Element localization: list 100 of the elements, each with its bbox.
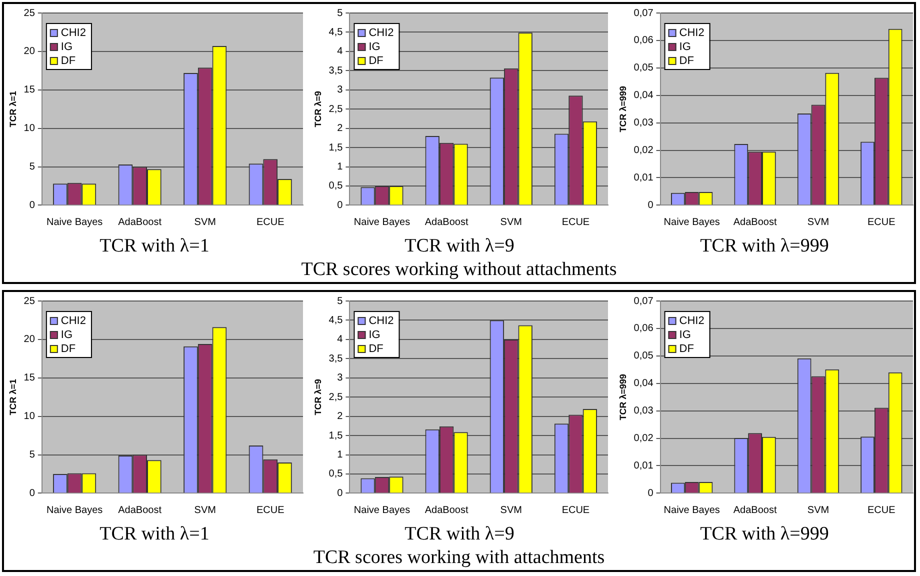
y-tick-label: 3 xyxy=(337,84,344,96)
text: TCR with λ=999 xyxy=(700,524,829,545)
y-tick-label: 15 xyxy=(24,372,36,384)
x-tick-label: ECUE xyxy=(256,504,285,516)
y-tick-label: 20 xyxy=(24,334,36,346)
y-tick-label: 0 xyxy=(648,488,654,499)
y-tick-label: 3,5 xyxy=(328,353,344,364)
x-tick-label: AdaBoost xyxy=(733,504,777,516)
y-tick-label: 4 xyxy=(337,334,344,346)
legend-label: IG xyxy=(60,329,73,342)
y-tick-label: 2,5 xyxy=(328,104,344,115)
y-tick-label: 2 xyxy=(337,123,344,134)
x-tick-label: SVM xyxy=(500,216,522,228)
y-tick-label: 2 xyxy=(337,411,344,422)
x-tick-label: SVM xyxy=(500,504,522,516)
x-tick-label: ECUE xyxy=(868,504,896,516)
y-tick-label: 0,06 xyxy=(634,35,654,46)
y-tick-label: 5 xyxy=(29,162,36,173)
y-tick-label: 0,02 xyxy=(634,433,654,444)
y-tick-label: 0,03 xyxy=(634,406,654,417)
y-tick-label: 2,5 xyxy=(328,392,344,403)
x-tick-label: ECUE xyxy=(868,216,896,228)
x-tick-label: ECUE xyxy=(562,216,590,228)
y-tick-label: 4,5 xyxy=(328,26,344,38)
y-tick-label: 3,5 xyxy=(328,65,344,76)
y-tick-label: 15 xyxy=(24,84,36,96)
x-tick-label: SVM xyxy=(807,216,830,228)
x-tick-label: Naive Bayes xyxy=(664,216,720,228)
text: TCR with λ=9 xyxy=(404,524,514,545)
y-tick-label: 4 xyxy=(337,46,344,58)
x-tick-label: AdaBoost xyxy=(424,504,468,516)
legend-label: CHI2 xyxy=(368,315,394,328)
text: TCR with λ=1 xyxy=(100,524,210,545)
legend-label: IG xyxy=(679,41,691,54)
legend-label: IG xyxy=(60,41,73,54)
y-tick-label: 0 xyxy=(337,200,344,211)
y-axis-title: TCR λ=999 xyxy=(618,86,628,132)
legend-label: DF xyxy=(60,343,76,356)
y-tick-label: 10 xyxy=(24,123,36,134)
legend-label: DF xyxy=(368,55,384,68)
x-tick-label: Naive Bayes xyxy=(354,216,410,228)
legend-label: DF xyxy=(679,55,694,68)
legend-label: CHI2 xyxy=(679,27,704,40)
y-tick-label: 5 xyxy=(337,8,344,19)
x-tick-label: ECUE xyxy=(256,216,285,228)
y-tick-label: 0,05 xyxy=(634,62,654,74)
x-tick-label: Naive Bayes xyxy=(354,504,410,516)
x-tick-label: Naive Bayes xyxy=(46,504,103,516)
legend-label: CHI2 xyxy=(60,27,86,40)
x-tick-label: AdaBoost xyxy=(118,504,162,516)
y-tick-label: 4,5 xyxy=(328,314,344,326)
legend-label: CHI2 xyxy=(368,27,394,40)
x-tick-label: SVM xyxy=(194,504,216,516)
x-tick-label: AdaBoost xyxy=(733,216,777,228)
y-axis-title: TCR λ=1 xyxy=(8,378,18,416)
y-tick-label: 0,04 xyxy=(634,378,654,390)
y-tick-label: 0,01 xyxy=(634,460,654,472)
legend-label: DF xyxy=(368,343,384,356)
y-tick-label: 0 xyxy=(337,488,344,499)
y-tick-label: 0 xyxy=(29,488,36,499)
legend-label: IG xyxy=(368,329,380,342)
y-tick-label: 0,04 xyxy=(634,90,654,102)
y-axis-title: TCR λ=1 xyxy=(8,90,18,128)
y-tick-label: 1,5 xyxy=(328,430,344,442)
y-axis-title: TCR λ=9 xyxy=(312,378,323,416)
legend-label: IG xyxy=(368,41,380,54)
y-tick-label: 25 xyxy=(24,8,36,19)
y-tick-label: 25 xyxy=(24,296,36,307)
y-tick-label: 0,07 xyxy=(634,8,654,19)
y-tick-label: 0,05 xyxy=(634,350,654,362)
y-tick-label: 0,02 xyxy=(634,145,654,156)
y-tick-label: 0,06 xyxy=(634,323,654,334)
y-tick-label: 10 xyxy=(24,411,36,422)
y-tick-label: 0,03 xyxy=(634,118,654,129)
y-tick-label: 1,5 xyxy=(328,142,344,154)
y-axis-title: TCR λ=999 xyxy=(618,374,628,420)
y-tick-label: 1 xyxy=(337,162,344,173)
y-tick-label: 0,01 xyxy=(634,172,654,184)
y-tick-label: 3 xyxy=(337,372,344,384)
y-axis-title: TCR λ=9 xyxy=(312,90,323,128)
y-tick-label: 20 xyxy=(24,46,36,58)
legend-label: CHI2 xyxy=(679,315,704,328)
text: TCR with λ=999 xyxy=(700,236,829,257)
text: TCR scores working with attachments xyxy=(312,546,606,570)
text: TCR scores working without attachments xyxy=(300,258,618,282)
text: TCR with λ=9 xyxy=(404,236,514,257)
y-tick-label: 0,5 xyxy=(328,180,344,192)
x-tick-label: ECUE xyxy=(562,504,590,516)
legend-label: DF xyxy=(679,343,694,356)
y-tick-label: 0,07 xyxy=(634,296,654,307)
text: TCR with λ=1 xyxy=(100,236,210,257)
x-tick-label: SVM xyxy=(194,216,216,228)
y-tick-label: 0 xyxy=(648,200,654,211)
x-tick-label: Naive Bayes xyxy=(664,504,720,516)
y-tick-label: 5 xyxy=(337,296,344,307)
y-tick-label: 0 xyxy=(29,200,36,211)
legend-label: CHI2 xyxy=(60,315,86,328)
x-tick-label: AdaBoost xyxy=(424,216,468,228)
legend-label: IG xyxy=(679,329,691,342)
y-tick-label: 1 xyxy=(337,450,344,461)
